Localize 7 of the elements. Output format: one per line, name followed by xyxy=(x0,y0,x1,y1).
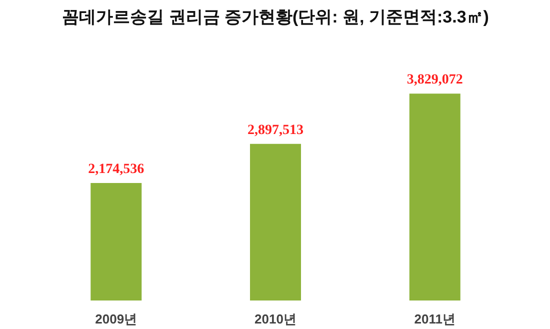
data-label: 2,174,536 xyxy=(88,162,144,177)
data-label: 3,829,072 xyxy=(406,72,463,88)
data-label: 2,897,513 xyxy=(248,122,304,138)
x-tick-label: 2009년 xyxy=(95,312,138,326)
chart-title: 꼼데가르송길 권리금 증가현황(단위: 원, 기준면적:3.3㎡) xyxy=(62,8,489,26)
x-tick-label: 2010년 xyxy=(254,312,296,326)
x-tick-label: 2011년 xyxy=(414,312,456,326)
